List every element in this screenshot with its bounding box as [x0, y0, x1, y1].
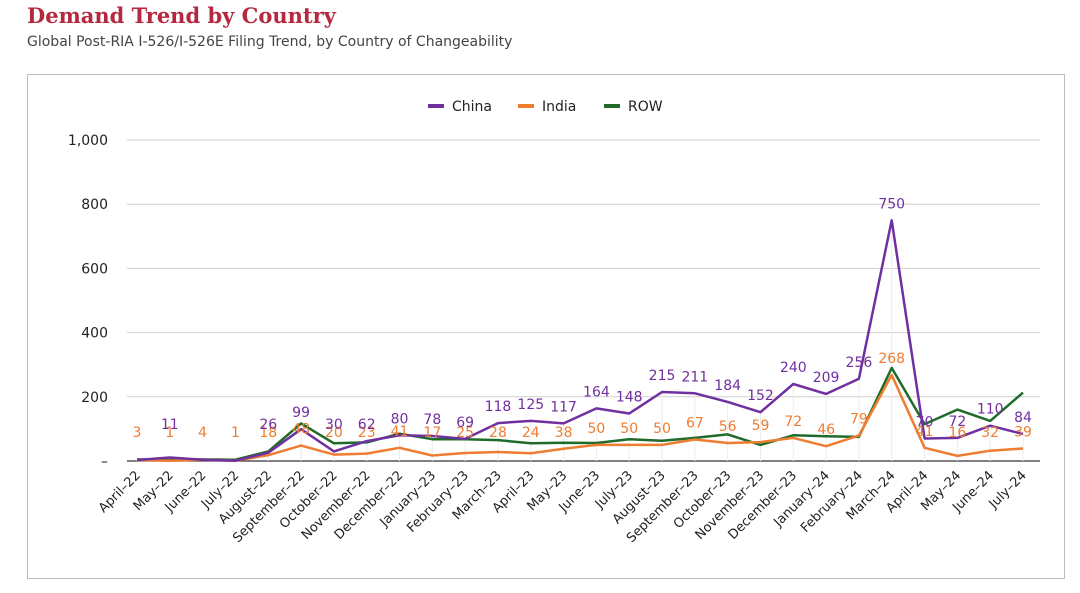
data-label-china: 80 — [391, 411, 409, 427]
series-line-india — [136, 373, 1024, 462]
data-label-china: 11 — [161, 417, 179, 433]
data-label-india: 56 — [719, 419, 737, 435]
data-label-india: 67 — [686, 415, 704, 431]
series-line-row — [136, 366, 1024, 462]
legend-swatch-row — [604, 104, 620, 108]
data-label-india: 17 — [423, 425, 441, 441]
chart-subtitle: Global Post-RIA I-526/I-526E Filing Tren… — [27, 34, 513, 50]
data-label-india: 18 — [259, 425, 277, 441]
legend: China India ROW — [428, 99, 663, 115]
data-label-india: 25 — [456, 425, 474, 441]
series-line-china — [136, 219, 1024, 462]
data-label-india: 41 — [916, 424, 934, 440]
data-label-china: 62 — [358, 417, 376, 433]
data-label-china: 118 — [485, 399, 512, 415]
data-label-india: 39 — [1014, 424, 1032, 440]
data-labels: 3 1 4 1 18 48 20 23 41 17 25 28 24 38 50 50 50 67 56 59 7246… — [133, 196, 1032, 441]
data-label-china: 99 — [292, 405, 310, 421]
data-label-china: 750 — [878, 196, 905, 212]
legend-label-row: ROW — [628, 99, 663, 115]
chart-frame — [27, 74, 1065, 579]
data-label-india: 1 — [231, 425, 240, 441]
data-label-india: 79 — [850, 412, 868, 428]
y-tick-label: 1,000 — [68, 133, 108, 149]
legend-label-china: China — [452, 99, 492, 115]
data-label-india: 1 — [165, 425, 174, 441]
data-label-china: 215 — [649, 368, 676, 384]
y-axis-ticks: – 200 400 600 800 1,000 — [68, 133, 108, 470]
legend-swatch-india — [518, 104, 534, 108]
series-lines — [136, 219, 1024, 462]
legend-label-india: India — [542, 99, 576, 115]
data-label-china: 209 — [813, 370, 840, 386]
data-label-india: 50 — [653, 421, 671, 437]
data-label-india: 41 — [391, 424, 409, 440]
data-label-china: 256 — [846, 355, 873, 371]
data-label-india: 23 — [358, 425, 376, 441]
data-label-china: 148 — [616, 389, 643, 405]
data-label-china: 164 — [583, 384, 610, 400]
legend-swatch-china — [428, 104, 444, 108]
data-label-china: 26 — [259, 417, 277, 433]
data-label-india: 3 — [133, 425, 142, 441]
data-label-china: 70 — [916, 415, 934, 431]
y-tick-label: 600 — [81, 261, 108, 277]
y-tick-label: 200 — [81, 390, 108, 406]
data-label-china: 211 — [681, 369, 708, 385]
data-label-china: 117 — [550, 399, 577, 415]
data-label-india: 268 — [878, 351, 905, 367]
data-label-china: 30 — [325, 417, 343, 433]
x-axis-ticks: April–22May–22June–22July–22August–22Sep… — [96, 468, 1030, 546]
data-label-india: 16 — [948, 425, 966, 441]
data-label-india: 50 — [587, 421, 605, 437]
data-label-china: 78 — [423, 412, 441, 428]
data-label-india: 48 — [292, 422, 310, 438]
data-label-india: 4 — [198, 425, 207, 441]
data-label-china: 125 — [517, 397, 544, 413]
data-label-india: 32 — [981, 425, 999, 441]
data-label-india: 50 — [620, 421, 638, 437]
y-tick-label: 400 — [81, 326, 108, 342]
data-label-china: 152 — [747, 388, 774, 404]
data-label-china: 184 — [714, 378, 741, 394]
chart-title: Demand Trend by Country — [27, 3, 336, 28]
data-label-china: 72 — [948, 414, 966, 430]
data-label-china: 69 — [456, 415, 474, 431]
data-label-india: 38 — [555, 425, 573, 441]
data-label-india: 28 — [489, 425, 507, 441]
y-tick-label: 800 — [81, 197, 108, 213]
data-label-india: 24 — [522, 425, 540, 441]
data-label-india: 72 — [784, 414, 802, 430]
gridlines — [127, 139, 1040, 462]
data-label-india: 46 — [817, 422, 835, 438]
data-label-china: 110 — [977, 402, 1004, 418]
data-label-india: 20 — [325, 425, 343, 441]
data-label-china: 240 — [780, 360, 807, 376]
y-tick-label: – — [101, 454, 108, 470]
data-label-china: 84 — [1014, 410, 1032, 426]
data-label-india: 59 — [752, 418, 770, 434]
